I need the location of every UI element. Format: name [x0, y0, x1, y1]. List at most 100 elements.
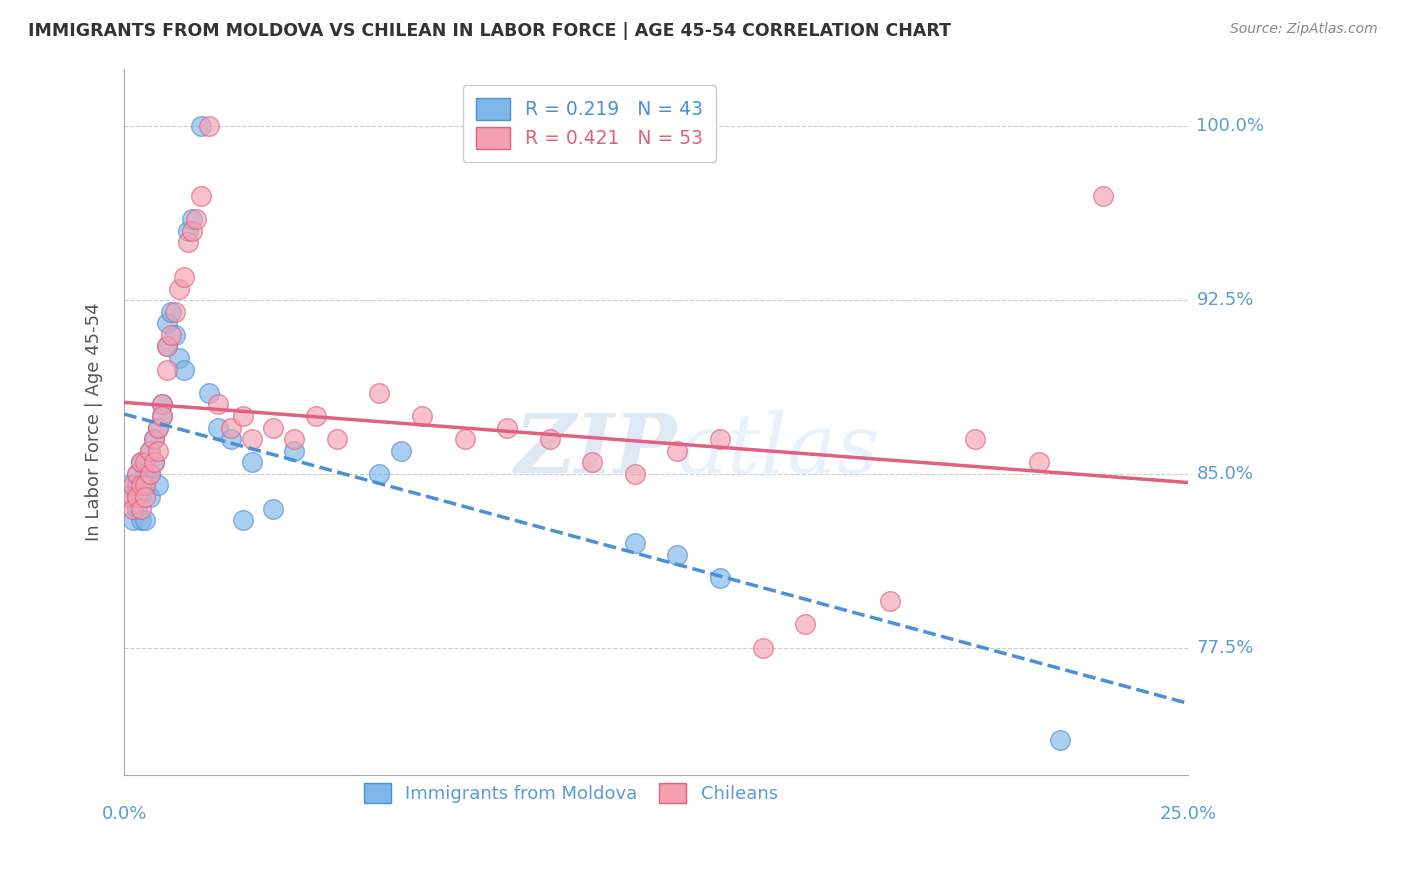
Point: [169, 351, 191, 365]
Point: [148, 420, 170, 434]
Point: [232, 513, 254, 527]
Point: [169, 281, 191, 295]
Text: 100.0%: 100.0%: [1197, 118, 1264, 136]
Point: [496, 420, 519, 434]
Point: [190, 189, 212, 203]
Point: [152, 397, 174, 411]
Point: [134, 467, 156, 481]
Text: ZIP: ZIP: [515, 410, 678, 490]
Point: [121, 490, 143, 504]
Point: [129, 455, 152, 469]
Point: [198, 120, 221, 134]
Point: [142, 455, 165, 469]
Point: [190, 120, 212, 134]
Point: [117, 478, 139, 492]
Point: [156, 339, 179, 353]
Point: [879, 594, 901, 608]
Point: [262, 501, 284, 516]
Point: [173, 270, 195, 285]
Point: [138, 443, 160, 458]
Point: [207, 397, 229, 411]
Point: [709, 571, 731, 585]
Point: [129, 478, 152, 492]
Point: [219, 420, 242, 434]
Text: 77.5%: 77.5%: [1197, 639, 1254, 657]
Point: [134, 490, 156, 504]
Point: [125, 490, 148, 504]
Point: [411, 409, 433, 423]
Point: [121, 501, 143, 516]
Point: [326, 432, 349, 446]
Point: [152, 397, 174, 411]
Text: atlas: atlas: [678, 410, 880, 490]
Point: [165, 327, 187, 342]
Text: Source: ZipAtlas.com: Source: ZipAtlas.com: [1230, 22, 1378, 37]
Point: [177, 224, 200, 238]
Point: [709, 432, 731, 446]
Point: [624, 536, 647, 550]
Point: [121, 478, 143, 492]
Point: [538, 432, 561, 446]
Point: [138, 443, 160, 458]
Point: [148, 420, 170, 434]
Point: [165, 304, 187, 318]
Point: [186, 212, 208, 227]
Point: [117, 490, 139, 504]
Point: [1092, 189, 1115, 203]
Point: [129, 501, 152, 516]
Point: [219, 432, 242, 446]
Point: [389, 443, 412, 458]
Point: [148, 478, 170, 492]
Text: 85.0%: 85.0%: [1197, 465, 1254, 483]
Point: [181, 212, 204, 227]
Point: [129, 455, 152, 469]
Point: [142, 455, 165, 469]
Point: [965, 432, 987, 446]
Point: [142, 432, 165, 446]
Text: IMMIGRANTS FROM MOLDOVA VS CHILEAN IN LABOR FORCE | AGE 45-54 CORRELATION CHART: IMMIGRANTS FROM MOLDOVA VS CHILEAN IN LA…: [28, 22, 950, 40]
Point: [152, 409, 174, 423]
Point: [160, 304, 183, 318]
Point: [581, 455, 603, 469]
Point: [129, 490, 152, 504]
Point: [138, 490, 160, 504]
Point: [751, 640, 773, 655]
Point: [129, 513, 152, 527]
Point: [152, 409, 174, 423]
Point: [134, 478, 156, 492]
Point: [125, 478, 148, 492]
Point: [134, 455, 156, 469]
Point: [138, 467, 160, 481]
Point: [232, 409, 254, 423]
Point: [138, 467, 160, 481]
Point: [148, 443, 170, 458]
Point: [1028, 455, 1050, 469]
Point: [624, 467, 647, 481]
Point: [121, 513, 143, 527]
Point: [160, 327, 183, 342]
Text: 25.0%: 25.0%: [1160, 805, 1216, 823]
Point: [368, 467, 391, 481]
Point: [1049, 733, 1071, 747]
Point: [666, 548, 689, 562]
Point: [262, 420, 284, 434]
Point: [134, 478, 156, 492]
Point: [173, 362, 195, 376]
Point: [134, 513, 156, 527]
Text: 92.5%: 92.5%: [1197, 291, 1254, 310]
Point: [794, 617, 817, 632]
Point: [156, 362, 179, 376]
Point: [283, 432, 305, 446]
Point: [305, 409, 328, 423]
Point: [666, 443, 689, 458]
Point: [198, 385, 221, 400]
Point: [453, 432, 475, 446]
Point: [125, 467, 148, 481]
Y-axis label: In Labor Force | Age 45-54: In Labor Force | Age 45-54: [86, 302, 103, 541]
Point: [156, 339, 179, 353]
Legend: Immigrants from Moldova, Chileans: Immigrants from Moldova, Chileans: [354, 774, 787, 812]
Point: [283, 443, 305, 458]
Point: [207, 420, 229, 434]
Point: [240, 455, 263, 469]
Text: 0.0%: 0.0%: [101, 805, 146, 823]
